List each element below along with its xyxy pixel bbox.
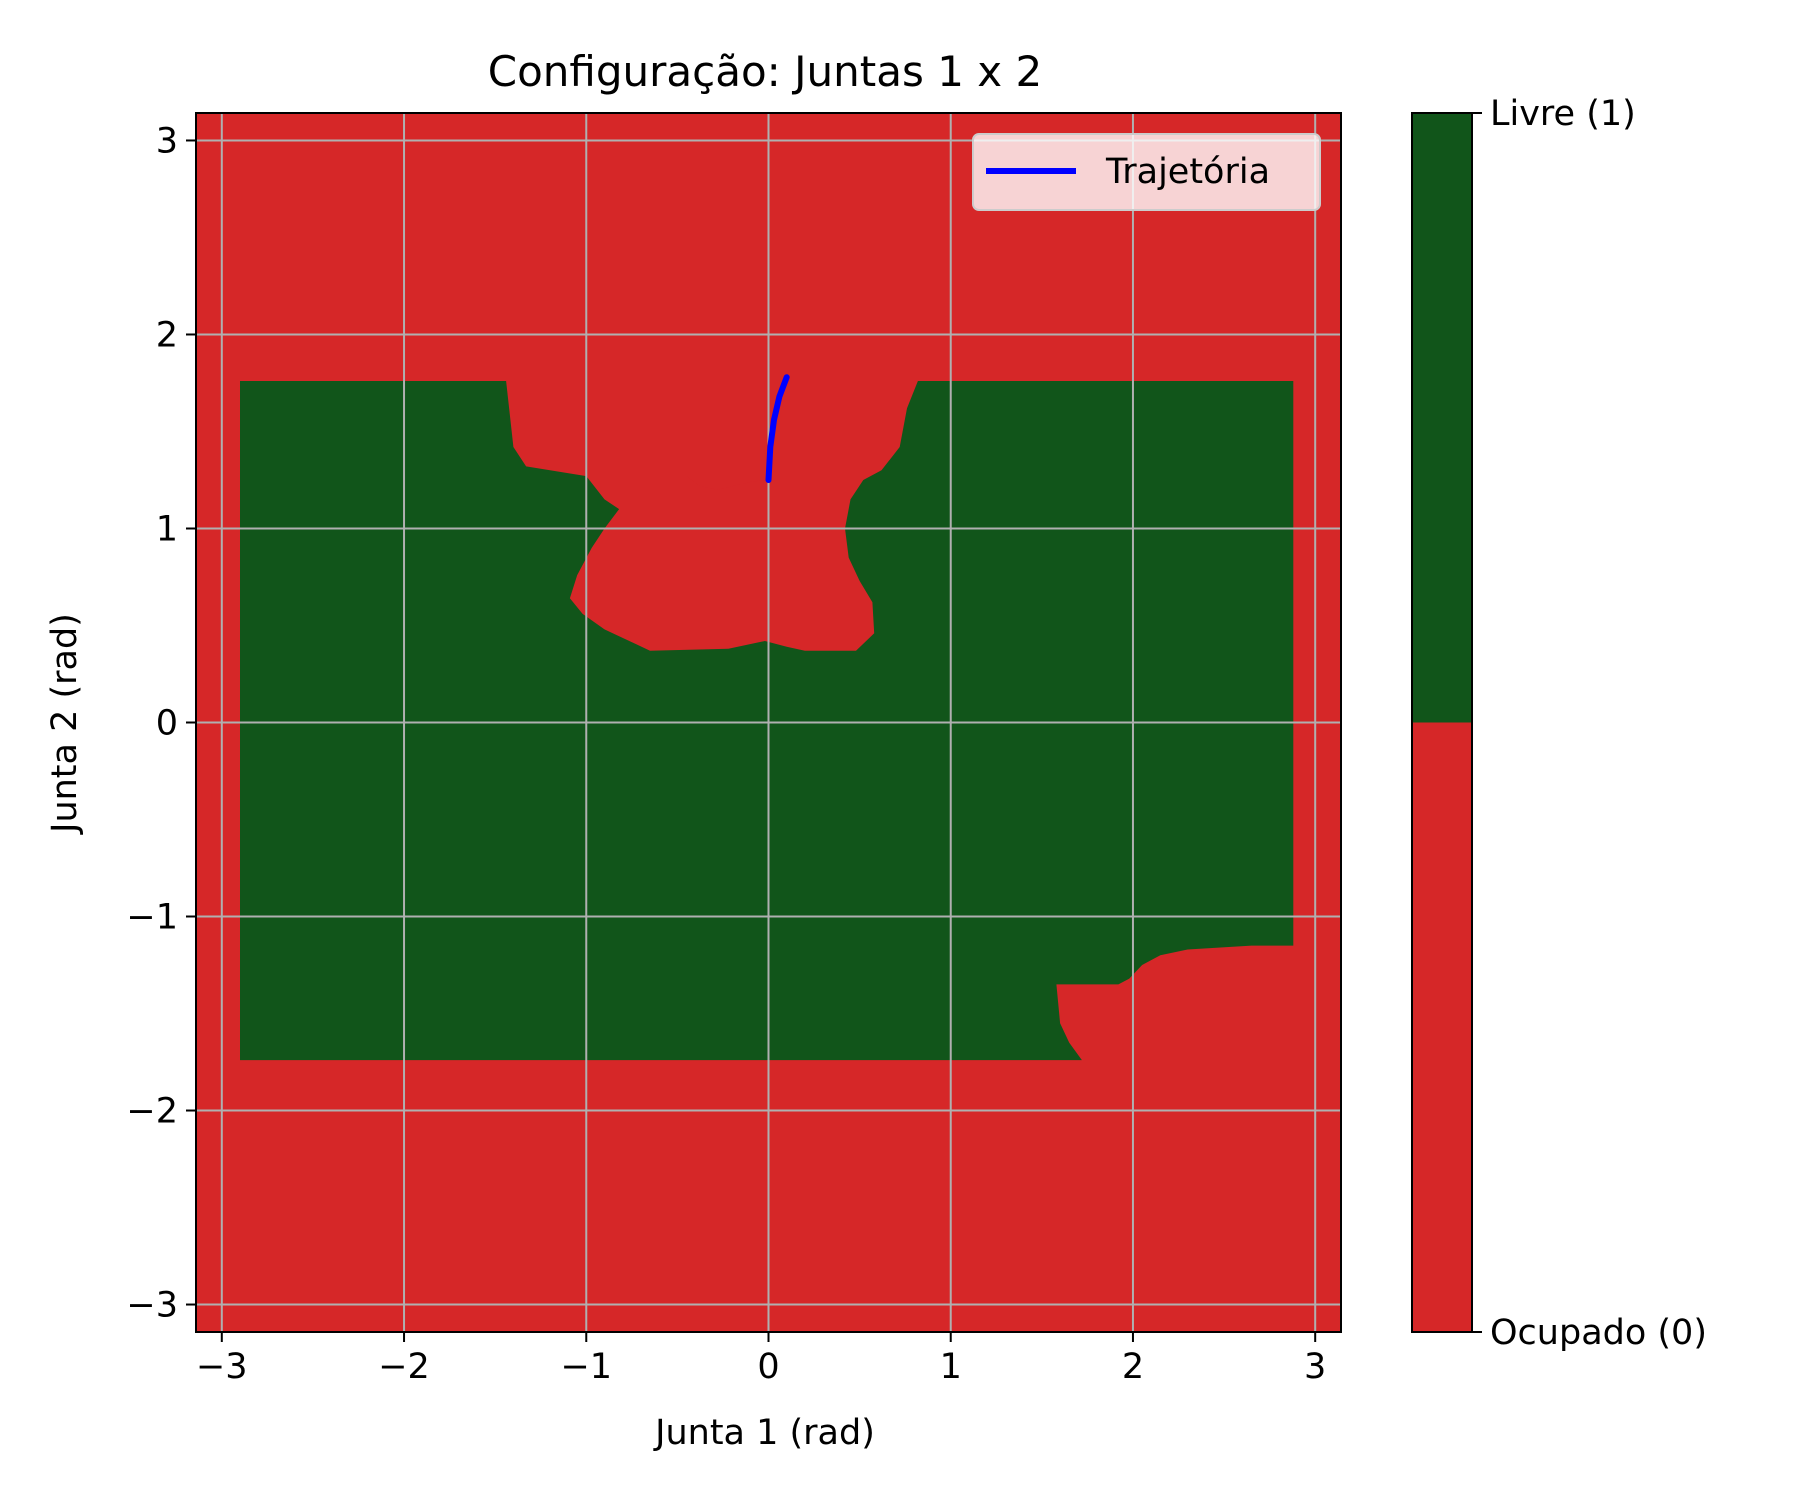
y-tick-label: 1 bbox=[156, 509, 178, 549]
free-region-0 bbox=[240, 381, 1294, 1061]
occupied-island-0 bbox=[677, 381, 765, 490]
colorbar-frame bbox=[1411, 112, 1473, 1333]
x-tick-label: 1 bbox=[940, 1347, 962, 1387]
x-tick-label: 3 bbox=[1304, 1347, 1326, 1387]
colorbar-occupied-segment bbox=[1412, 722, 1472, 1332]
y-tick-label: −1 bbox=[126, 898, 178, 938]
x-tick-label: 2 bbox=[1122, 1347, 1144, 1387]
colorbar-label-free: Livre (1) bbox=[1490, 94, 1636, 134]
grid-lines bbox=[196, 113, 1341, 1332]
plot-area bbox=[196, 113, 1341, 1332]
occupied-islands bbox=[677, 381, 765, 490]
x-axis-ticks: −3 −2 −1 0 1 2 3 bbox=[196, 1332, 1326, 1387]
x-tick-label: −3 bbox=[196, 1347, 248, 1387]
x-tick-label: 0 bbox=[757, 1347, 779, 1387]
y-tick-label: 2 bbox=[156, 315, 178, 355]
x-axis-label: Junta 1 (rad) bbox=[653, 1413, 875, 1453]
legend: Trajetória bbox=[972, 133, 1321, 211]
y-tick-label: −2 bbox=[126, 1092, 178, 1132]
legend-trajectory-label: Trajetória bbox=[1105, 152, 1270, 192]
x-tick-label: −1 bbox=[560, 1347, 612, 1387]
y-axis-ticks: −3 −2 −1 0 1 2 3 bbox=[126, 121, 196, 1326]
y-tick-label: 0 bbox=[156, 704, 178, 744]
x-tick-label: −2 bbox=[378, 1347, 430, 1387]
legend-box bbox=[972, 133, 1321, 211]
y-tick-label: 3 bbox=[156, 121, 178, 161]
trajectory-line bbox=[765, 374, 790, 483]
chart-title: Configuração: Juntas 1 x 2 bbox=[488, 47, 1042, 96]
free-regions bbox=[240, 381, 1294, 1061]
y-axis-label: Junta 2 (rad) bbox=[45, 613, 85, 835]
colorbar: Livre (1) Ocupado (0) bbox=[1411, 94, 1707, 1353]
y-tick-label: −3 bbox=[126, 1286, 178, 1326]
colorbar-label-occupied: Ocupado (0) bbox=[1490, 1313, 1707, 1353]
colorbar-free-segment bbox=[1412, 113, 1472, 723]
